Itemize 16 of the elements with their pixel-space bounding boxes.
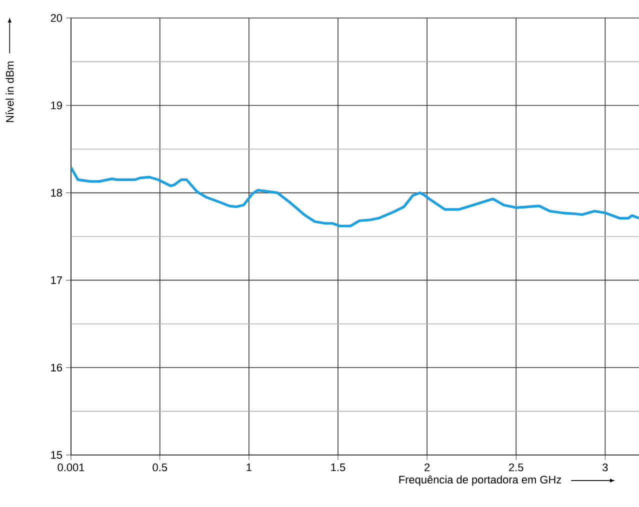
x-tick-label: 2.5 (509, 464, 524, 472)
y-tick-label: 18 (51, 188, 62, 197)
y-tick-label: 19 (51, 102, 62, 110)
y-tick-label: 16 (51, 364, 62, 372)
x-tick-label: 0.001 (58, 464, 84, 472)
x-tick-label: 2 (424, 464, 430, 472)
x-tick-label: 1 (246, 464, 252, 472)
y-axis-title: Nível in dBm (6, 62, 14, 122)
x-tick-label: 3 (602, 464, 608, 472)
x-tick-label: 1.5 (331, 464, 346, 472)
line-series (71, 166, 639, 228)
y-tick-label: 15 (51, 451, 62, 459)
x-tick-label: 0.5 (152, 464, 168, 472)
y-tick-label: 17 (51, 276, 62, 284)
y-tick-label: 20 (50, 14, 62, 22)
x-axis-title: Frequência de portadora em GHz (399, 475, 562, 486)
